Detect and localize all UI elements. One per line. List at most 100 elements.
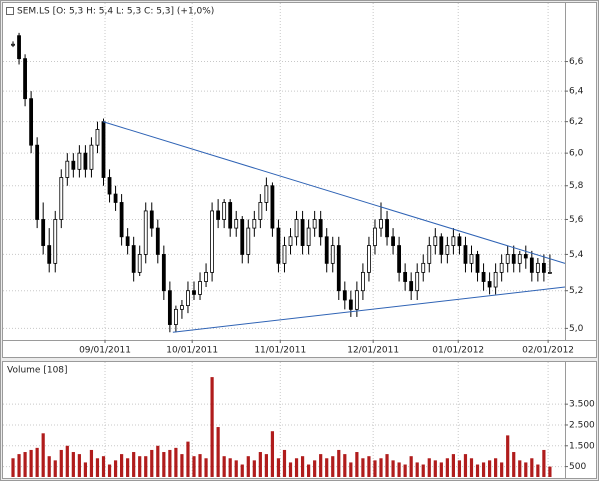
x-tick-label: 02/01/2012	[522, 346, 574, 356]
volume-bar	[397, 462, 401, 477]
candle-body	[119, 202, 124, 238]
volume-bar	[264, 454, 268, 477]
candle-body	[409, 281, 414, 292]
candle-body	[354, 290, 359, 310]
x-tick-label: 10/01/2011	[166, 346, 218, 356]
candle-body	[258, 202, 263, 220]
volume-bar	[415, 462, 419, 477]
candle-body	[131, 245, 136, 273]
volume-bar	[65, 445, 69, 477]
volume-bar	[270, 431, 275, 477]
volume-bar	[337, 449, 341, 477]
candle-body	[270, 185, 275, 229]
volume-bar	[240, 464, 244, 477]
volume-bar	[343, 454, 347, 477]
price-title: SEM.LS [O: 5,3 H: 5,4 L: 5,3 C: 5,3] (+1…	[17, 7, 214, 17]
y-tick-label: 6,0	[569, 149, 584, 159]
candle-body	[439, 236, 444, 255]
candle-body	[149, 210, 154, 229]
volume-bar	[17, 454, 21, 477]
candle-body	[228, 202, 233, 229]
volume-bar	[524, 462, 528, 477]
candle-body	[361, 271, 365, 292]
candle-body	[137, 254, 142, 273]
y-tick-label: 5,2	[569, 286, 583, 296]
candle-body	[113, 193, 118, 203]
candle-body	[312, 219, 317, 229]
volume-bar	[29, 449, 33, 477]
volume-bar	[11, 458, 15, 477]
y-tick-label: 5,8	[569, 181, 584, 191]
candle-body	[101, 121, 106, 178]
candle-body	[167, 290, 172, 325]
candle-body	[216, 210, 221, 220]
volume-bar	[294, 458, 299, 477]
candle-body	[336, 245, 341, 292]
volume-bar	[433, 460, 437, 477]
candle-body	[59, 177, 64, 220]
candle-body	[403, 271, 408, 282]
candle-body	[246, 227, 251, 255]
panel-icon	[6, 7, 14, 15]
candle-body	[192, 290, 196, 295]
volume-bar	[530, 458, 534, 477]
volume-bar	[548, 466, 552, 477]
y-tick-label: 3.500	[569, 400, 595, 410]
candle-body	[125, 236, 130, 246]
volume-bar	[463, 454, 468, 477]
volume-bar	[500, 462, 504, 477]
volume-bar	[282, 449, 287, 477]
candle-body	[155, 227, 160, 255]
candle-body	[240, 219, 245, 255]
y-tick-label: 1.500	[569, 441, 595, 451]
candle-body	[198, 281, 202, 295]
volume-bar	[192, 456, 196, 477]
price-panel	[2, 2, 597, 358]
volume-bar	[204, 458, 208, 477]
volume-bar	[300, 456, 305, 477]
candle-body	[445, 245, 450, 255]
volume-bar	[403, 464, 407, 477]
volume-bar	[156, 445, 160, 477]
candle-body	[385, 219, 389, 238]
volume-bar	[469, 458, 474, 477]
volume-bar	[258, 452, 262, 477]
volume-bar	[325, 458, 329, 477]
volume-bar	[391, 460, 395, 477]
volume-bar	[71, 452, 75, 477]
volume-bar	[101, 456, 106, 477]
volume-bar	[234, 460, 238, 477]
candle-body	[421, 262, 426, 273]
candle-body	[65, 160, 70, 178]
candle-body	[499, 262, 504, 273]
candle-body	[143, 210, 148, 255]
y-tick-label: 5,6	[569, 215, 584, 225]
volume-bar	[89, 449, 94, 477]
volume-bar	[228, 458, 232, 477]
candle-body	[493, 271, 498, 288]
candle-body	[397, 245, 402, 273]
volume-bar	[174, 447, 178, 477]
volume-bar	[319, 454, 323, 477]
volume-bar	[168, 449, 172, 477]
candle-body	[294, 219, 299, 238]
candle-body	[89, 144, 94, 170]
candle-body	[252, 219, 257, 229]
volume-bar	[210, 377, 214, 477]
volume-bar	[132, 452, 136, 477]
volume-bar	[506, 435, 510, 477]
volume-bar	[23, 452, 27, 477]
volume-bar	[138, 456, 142, 477]
volume-bar	[494, 458, 498, 477]
volume-bar	[41, 433, 45, 477]
y-tick-label: 6,2	[569, 117, 583, 127]
candle-body	[324, 236, 329, 264]
volume-bar	[355, 452, 359, 477]
candle-body	[457, 236, 462, 246]
volume-bar	[144, 456, 148, 477]
volume-bar	[512, 452, 516, 477]
volume-bar	[518, 460, 522, 477]
candle-body	[451, 236, 456, 246]
candle-body	[505, 254, 510, 264]
